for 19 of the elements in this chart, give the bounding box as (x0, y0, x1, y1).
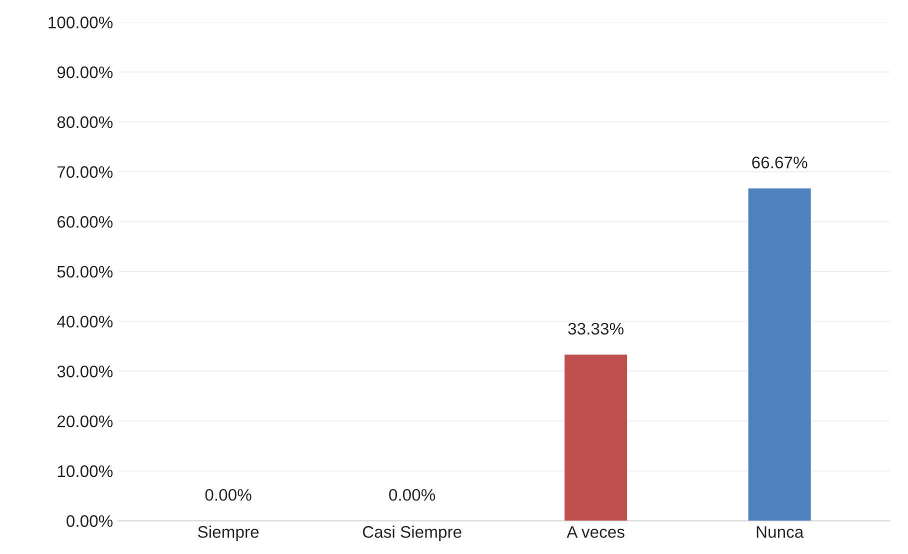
data-label: 0.00% (205, 488, 252, 501)
y-tick-label: 40.00% (57, 316, 113, 328)
x-tick-label: Siempre (198, 526, 259, 542)
y-tick-label: 50.00% (57, 266, 113, 278)
y-tick-label: 30.00% (57, 366, 113, 378)
x-tick-label: A veces (566, 526, 624, 538)
y-tick-label: 100.00% (48, 16, 113, 28)
data-label: 0.00% (389, 488, 436, 501)
y-tick-label: 70.00% (58, 166, 113, 178)
y-tick-label: 60.00% (58, 216, 113, 228)
x-tick-label: Casi Siempre (362, 526, 462, 542)
y-tick-label: 10.00% (58, 465, 113, 478)
data-label: 66.67% (752, 156, 808, 168)
y-tick-label: 80.00% (57, 116, 113, 128)
y-tick-label: 90.00% (57, 66, 113, 78)
y-tick-label: 20.00% (57, 415, 113, 428)
y-tick-label: 0.00% (66, 515, 113, 527)
x-tick-label: Nunca (756, 526, 804, 538)
data-label: 33.33% (568, 322, 624, 335)
